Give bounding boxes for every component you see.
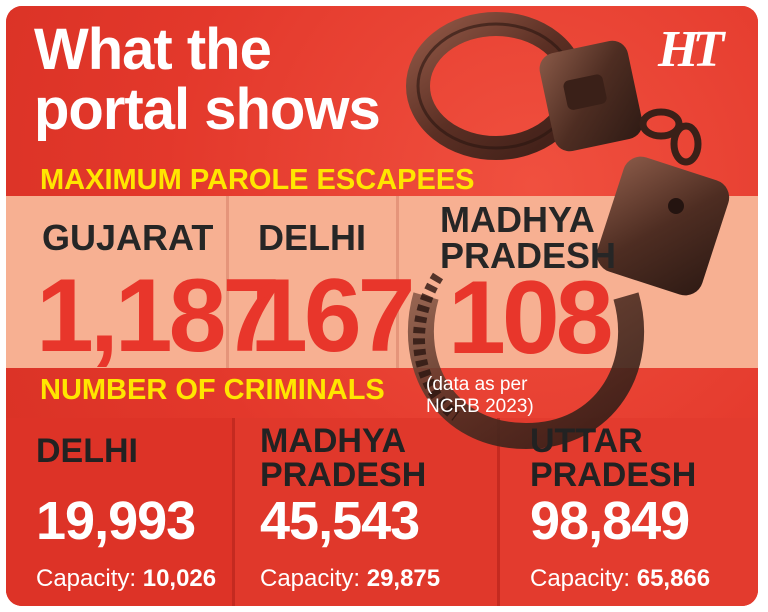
divider — [396, 196, 399, 368]
parole-state-label: MADHYA — [440, 199, 595, 240]
criminals-state-label: PRADESH — [530, 456, 697, 494]
note-line: NCRB 2023) — [426, 396, 534, 417]
ht-logo: HT — [658, 21, 724, 78]
divider — [226, 196, 229, 368]
title-line: What the — [34, 17, 272, 82]
criminals-value: 45,543 — [260, 491, 420, 551]
capacity-text: Capacity: 65,866 — [530, 566, 710, 592]
capacity-value: 29,875 — [366, 565, 441, 592]
divider — [232, 418, 235, 606]
capacity-value: 65,866 — [636, 565, 711, 592]
section-heading-parole: MAXIMUM PAROLE ESCAPEES — [40, 164, 475, 196]
capacity-label: Capacity: — [260, 565, 361, 592]
parole-value: 167 — [250, 258, 416, 374]
page-title: What the portal shows — [34, 17, 381, 142]
handcuffs-icon — [406, 12, 730, 450]
infographic-card: What the portal shows HT MAXIMUM PAROLE … — [6, 6, 758, 606]
criminals-state-label: MADHYA — [260, 422, 407, 460]
note-line: (data as per — [426, 374, 528, 395]
criminals-value: 98,849 — [530, 491, 690, 551]
parole-state-label: DELHI — [258, 217, 366, 258]
capacity-text: Capacity: 29,875 — [260, 566, 440, 592]
section-heading-criminals: NUMBER OF CRIMINALS — [40, 374, 385, 406]
parole-state-label: GUJARAT — [42, 217, 214, 258]
capacity-label: Capacity: — [36, 565, 137, 592]
parole-value: 108 — [448, 260, 614, 376]
parole-state-label: PRADESH — [440, 235, 617, 276]
criminals-value: 19,993 — [36, 491, 196, 551]
capacity-label: Capacity: — [530, 565, 631, 592]
capacity-text: Capacity: 10,026 — [36, 566, 216, 592]
panel-madhya-pradesh — [235, 418, 497, 606]
parole-value: 1,187 — [36, 258, 280, 374]
title-line: portal shows — [34, 77, 381, 142]
criminals-state-label: UTTAR — [530, 422, 643, 460]
capacity-value: 10,026 — [142, 565, 217, 592]
criminals-state-label: DELHI — [36, 432, 138, 470]
divider — [497, 418, 500, 606]
criminals-state-label: PRADESH — [260, 456, 427, 494]
data-source-note: (data as per NCRB 2023) — [426, 374, 534, 418]
panel-delhi — [6, 418, 232, 606]
panel-uttar-pradesh — [500, 418, 758, 606]
